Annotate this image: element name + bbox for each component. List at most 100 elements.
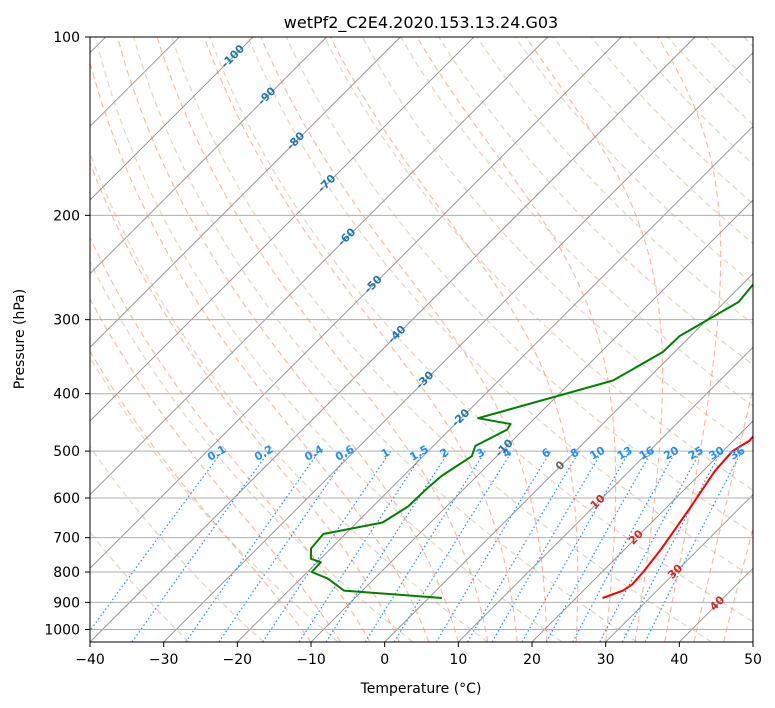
mixing-ratio-line	[90, 450, 223, 632]
mixing-ratio-label: 36	[727, 444, 747, 463]
y-tick-label: 700	[53, 531, 80, 547]
moist-adiabat	[116, 37, 459, 642]
isotherm-line	[90, 37, 401, 349]
y-tick-label: 300	[53, 313, 80, 329]
isotherm-line	[90, 37, 696, 642]
mixing-ratio-line	[131, 450, 270, 642]
mixing-ratio-line	[521, 450, 631, 642]
dewpoint-line	[309, 282, 753, 599]
dry-adiabat	[90, 445, 264, 642]
moist-adiabat	[90, 161, 400, 642]
x-tick-label: 50	[744, 652, 762, 668]
x-tick-label: 30	[597, 652, 615, 668]
isotherm-line	[90, 37, 328, 275]
moist-adiabat	[203, 37, 518, 642]
mixing-ratio-line	[545, 450, 653, 642]
y-axis: 100 200 300 400 500 600 700 800 900 1000	[44, 30, 90, 638]
y-tick-label: 100	[53, 30, 80, 46]
dry-adiabat	[90, 356, 339, 642]
isotherm-line	[752, 641, 753, 642]
dry-adiabat	[90, 531, 190, 642]
dry-adiabat	[438, 37, 753, 366]
x-axis: −40 −30 −20 −10 0 10 20 30 40 50	[75, 642, 762, 668]
mixing-ratio-line	[466, 450, 580, 642]
mixing-ratio-label: 2	[438, 446, 451, 461]
isotherm-label: 30	[665, 561, 685, 581]
dry-adiabat	[667, 37, 753, 126]
mixing-ratio-line	[218, 450, 351, 642]
mixing-ratio-label: 6	[539, 445, 552, 460]
moist-adiabat	[90, 350, 312, 642]
y-tick-label: 800	[53, 565, 80, 581]
dry-adiabat	[133, 37, 638, 642]
dry-adiabat	[90, 260, 414, 642]
isotherm-line	[310, 199, 753, 642]
temperature-line	[602, 434, 753, 599]
moist-adiabat	[657, 37, 722, 642]
moist-adiabat	[693, 385, 753, 642]
moist-adiabat	[260, 37, 548, 642]
data-lines	[309, 282, 753, 599]
dry-adiabat	[285, 37, 753, 535]
isotherm-line	[457, 346, 753, 642]
dry-adiabat	[705, 37, 753, 87]
isotherm-line	[678, 567, 753, 642]
mixing-ratio-line	[572, 450, 677, 642]
mixing-ratio-line	[185, 450, 320, 642]
y-tick-label: 600	[53, 491, 80, 507]
moist-adiabat	[722, 527, 753, 642]
plot-area: 0.1 0.2 0.4 0.6 1 1.5 2 3 4 6 8 10 13 16 20 25 30 36-100-…	[89, 36, 754, 643]
moist-adiabat	[416, 37, 617, 642]
mixing-ratio-line	[393, 450, 513, 642]
mixing-ratio-line	[364, 450, 486, 642]
mixing-ratio-label: 3	[474, 446, 487, 461]
isotherm-line	[90, 37, 254, 201]
isotherm-line	[531, 420, 753, 642]
dry-adiabat	[361, 37, 753, 449]
mixing-ratio-line	[435, 450, 552, 642]
moist-adiabat	[90, 236, 371, 642]
dry-adiabat	[514, 37, 753, 285]
isotherm-line	[90, 37, 622, 570]
dry-adiabat	[476, 37, 753, 325]
x-tick-label: 0	[380, 652, 389, 668]
isotherm-line	[163, 51, 753, 642]
x-tick-label: 10	[449, 652, 467, 668]
mixing-ratio-label: 10	[587, 444, 607, 463]
dry-adiabat	[323, 37, 753, 491]
mixing-ratio-line	[325, 450, 450, 642]
mixing-ratio-line	[644, 450, 743, 642]
x-tick-label: −10	[296, 652, 326, 668]
isotherm-line	[236, 125, 753, 642]
dry-adiabat	[743, 37, 753, 48]
moist-adiabat	[156, 37, 489, 642]
y-tick-label: 500	[53, 444, 80, 460]
isotherm-line	[384, 272, 753, 642]
mixing-ratio-line	[599, 450, 702, 642]
y-tick-label: 1000	[44, 622, 80, 638]
dry-adiabat	[400, 37, 753, 407]
x-axis-label: Temperature (°C)	[360, 681, 482, 697]
mixing-ratio-line	[298, 450, 425, 642]
dry-adiabat	[247, 37, 753, 578]
mixing-ratio-label: 25	[686, 444, 706, 463]
moist-adiabat	[329, 37, 579, 642]
plot-frame	[89, 36, 754, 643]
mixing-ratio-line	[262, 450, 392, 642]
isotherm-line	[90, 37, 549, 496]
chart-title: wetPf2_C2E4.2020.153.13.24.G03	[284, 13, 558, 33]
moist-adiabat	[525, 37, 664, 642]
dry-adiabat	[552, 37, 753, 245]
background-lines	[90, 37, 753, 642]
dry-adiabat	[94, 37, 563, 642]
y-axis-label: Pressure (hPa)	[12, 289, 28, 389]
mixing-ratio-label: 1	[379, 446, 392, 461]
isotherm-line	[605, 493, 753, 642]
x-tick-label: 20	[523, 652, 541, 668]
dry-adiabat	[171, 37, 713, 642]
x-tick-label: −30	[149, 652, 179, 668]
moist-adiabat	[90, 60, 430, 642]
x-tick-label: −20	[223, 652, 253, 668]
moist-adiabat	[90, 297, 341, 642]
